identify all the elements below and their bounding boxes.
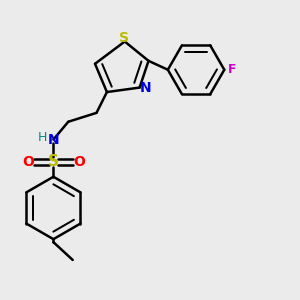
Text: N: N bbox=[48, 133, 59, 147]
Text: H: H bbox=[38, 131, 47, 144]
Text: S: S bbox=[48, 154, 59, 169]
Text: O: O bbox=[73, 155, 85, 169]
Text: S: S bbox=[119, 31, 129, 45]
Text: N: N bbox=[140, 81, 152, 95]
Text: O: O bbox=[22, 155, 34, 169]
Text: F: F bbox=[228, 63, 236, 76]
